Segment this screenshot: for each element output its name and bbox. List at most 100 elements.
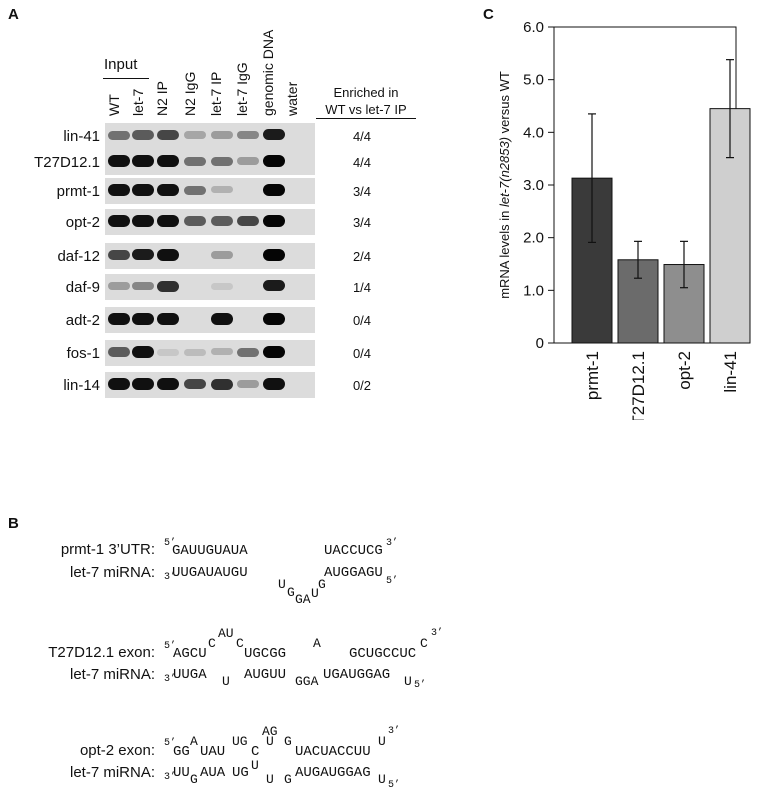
x-tick-label: prmt-1 bbox=[583, 351, 602, 400]
prmt-top-seq-a: GAUUGUAUA bbox=[172, 543, 248, 559]
gel-band bbox=[184, 379, 206, 389]
enrichment-ratio: 3/4 bbox=[352, 215, 372, 230]
t27-top-3prime: 3’ bbox=[431, 628, 444, 639]
panel-b-label: B bbox=[8, 515, 19, 532]
y-axis-label-italic: let-7(n2853) bbox=[497, 137, 512, 207]
gel-band bbox=[108, 250, 130, 260]
prmt-top-5prime: 5’ bbox=[164, 538, 177, 549]
gene-label: T27D12.1 bbox=[34, 154, 100, 171]
gel-band bbox=[157, 313, 179, 325]
enriched-header-line-2: WT vs let-7 IP bbox=[316, 101, 416, 119]
y-tick-label: 0 bbox=[536, 335, 544, 352]
gel-band bbox=[211, 157, 233, 166]
gel-band bbox=[263, 129, 285, 140]
panel-c-label: C bbox=[483, 6, 494, 23]
gel-band bbox=[263, 249, 285, 261]
y-tick-label: 6.0 bbox=[523, 19, 544, 36]
t27-top-bulge-c: C bbox=[208, 636, 216, 651]
t27-top-5prime: 5’ bbox=[164, 641, 177, 652]
column-label: WT bbox=[106, 94, 122, 116]
t27-bot-5prime: 5’ bbox=[414, 680, 427, 691]
opt-bot-bulge-g2: G bbox=[284, 772, 292, 787]
gel-band bbox=[211, 283, 233, 290]
gene-label: fos-1 bbox=[66, 345, 100, 362]
gel-band bbox=[263, 155, 285, 167]
t27-top-bulge-a: A bbox=[313, 636, 321, 651]
gel-band bbox=[211, 313, 233, 325]
gel-band bbox=[184, 131, 206, 139]
gel-band bbox=[157, 349, 179, 356]
gel-band bbox=[237, 380, 259, 388]
gel-band bbox=[263, 280, 285, 291]
prmt-loop-2: G bbox=[318, 577, 326, 592]
opt-top-bulge-ag: AG bbox=[262, 724, 278, 739]
prmt-mirna-label: let-7 miRNA: bbox=[69, 564, 155, 581]
enrichment-ratio: 0/2 bbox=[352, 378, 372, 393]
opt-bot-end-u: U bbox=[378, 772, 386, 787]
bar-chart: 0 1.0 2.0 3.0 4.0 5.0 6.0 mRNA levels in let-7(… bbox=[497, 19, 751, 420]
column-label: let-7 IP bbox=[208, 71, 224, 116]
gel-band bbox=[263, 313, 285, 325]
gel-band bbox=[184, 186, 206, 195]
gel-band bbox=[263, 378, 285, 390]
gel-band bbox=[108, 215, 130, 227]
opt-top-bulge-ug: UG bbox=[232, 734, 248, 749]
t27-bot-seq-b: AUGUU bbox=[244, 667, 287, 683]
gel-band bbox=[132, 155, 154, 167]
y-tick-label: 1.0 bbox=[523, 282, 544, 299]
t27-top-seq-a: AGCU bbox=[173, 646, 207, 662]
gel-band bbox=[157, 378, 179, 390]
opt-top-end-u: U bbox=[378, 734, 386, 749]
gel-band bbox=[108, 347, 130, 357]
prmt-top-seq-b: UACCUCG bbox=[324, 543, 383, 559]
y-axis-label-pre: mRNA levels in bbox=[497, 207, 512, 299]
t27-mirna-label: let-7 miRNA: bbox=[69, 666, 155, 683]
gel-band bbox=[108, 282, 130, 290]
gel-band bbox=[157, 249, 179, 261]
y-axis-label: mRNA levels in let-7(n2853) versus WT bbox=[497, 71, 512, 299]
y-tick-label: 4.0 bbox=[523, 124, 544, 141]
gel-band bbox=[132, 130, 154, 140]
enrichment-ratio: 4/4 bbox=[352, 129, 372, 144]
gel-band bbox=[211, 216, 233, 226]
gel-row bbox=[105, 178, 315, 204]
y-axis-label-post: versus WT bbox=[497, 71, 512, 137]
gel-band bbox=[132, 313, 154, 325]
opt-bot-rest: AUGAUGGAG bbox=[295, 765, 371, 781]
prmt-loop-3: GA bbox=[295, 592, 311, 607]
panel-a-label: A bbox=[8, 6, 19, 23]
gene-label: daf-9 bbox=[65, 279, 100, 296]
y-tick-label: 5.0 bbox=[523, 72, 544, 89]
opt-bot-bulge-u3: U bbox=[266, 772, 274, 787]
gel-band bbox=[157, 281, 179, 292]
gel-row bbox=[105, 372, 315, 398]
t27-bot-seq-c: UGAUGGAG bbox=[323, 667, 391, 683]
enrichment-ratio: 0/4 bbox=[352, 313, 372, 328]
t27-exon-label: T27D12.1 exon: bbox=[48, 644, 155, 661]
enrichment-ratio: 3/4 bbox=[352, 184, 372, 199]
t27-top-bulge-c2: C bbox=[236, 636, 244, 651]
gel-band bbox=[184, 349, 206, 356]
column-label: genomic DNA bbox=[260, 29, 276, 116]
gel-band bbox=[237, 157, 259, 165]
t27-bot-end-u: U bbox=[404, 674, 412, 689]
column-label: N2 IP bbox=[154, 80, 170, 116]
enrichment-ratio: 1/4 bbox=[352, 280, 372, 295]
opt-mirna-label: let-7 miRNA: bbox=[69, 764, 155, 781]
opt-top-bulge-u: U bbox=[266, 734, 274, 749]
prmt-loop-g: G bbox=[287, 585, 295, 600]
gel-row bbox=[105, 274, 315, 300]
gel-band bbox=[237, 131, 259, 139]
gel-band bbox=[263, 215, 285, 227]
input-underline bbox=[103, 78, 149, 79]
opt-top-5prime: 5’ bbox=[164, 738, 177, 749]
gel-band bbox=[211, 251, 233, 259]
gel-row bbox=[105, 307, 315, 333]
gel-row bbox=[105, 243, 315, 269]
enrichment-ratio: 2/4 bbox=[352, 249, 372, 264]
prmt-loop-1: U bbox=[278, 577, 286, 592]
opt-top-uau: UAU bbox=[200, 744, 226, 760]
opt-bot-uu: UU bbox=[173, 765, 190, 781]
gel-row bbox=[105, 209, 315, 235]
input-label: Input bbox=[104, 56, 138, 73]
